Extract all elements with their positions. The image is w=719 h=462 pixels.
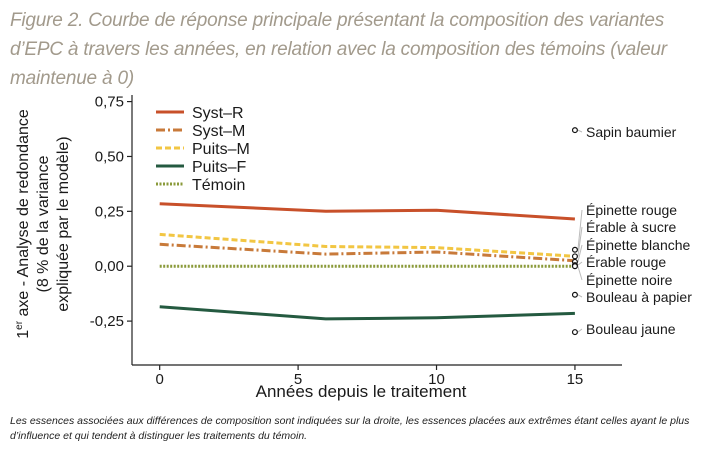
x-axis-label: Années depuis le traitement bbox=[256, 382, 467, 401]
species-leader-line bbox=[577, 209, 583, 250]
species-marker bbox=[571, 246, 578, 253]
y-tick-label: 0,25 bbox=[95, 203, 124, 220]
species-label: Bouleau jaune bbox=[586, 321, 676, 337]
species-marker bbox=[571, 291, 578, 298]
y-tick-label: 0,50 bbox=[95, 148, 124, 165]
x-tick-label: 15 bbox=[567, 371, 584, 388]
figure-caption: Figure 2. Courbe de réponse principale p… bbox=[10, 10, 667, 89]
y-tick-label: -0,25 bbox=[90, 313, 124, 330]
species-marker bbox=[571, 329, 578, 336]
species-leader-line bbox=[577, 244, 583, 262]
legend-label-puits-f: Puits–F bbox=[192, 159, 246, 176]
figure-footnote: Les essences associées aux différences d… bbox=[10, 415, 690, 442]
y-axis-label-line: (8 % de la variance bbox=[35, 155, 52, 292]
species-leader-line bbox=[577, 261, 583, 266]
x-tick-label: 0 bbox=[156, 371, 164, 388]
species-label: Épinette rouge bbox=[586, 202, 677, 218]
series-line-syst-r bbox=[159, 202, 575, 221]
y-tick-label: 0,75 bbox=[95, 94, 124, 111]
species-leader-line bbox=[577, 328, 583, 333]
species-label: Épinette blanche bbox=[586, 237, 691, 253]
species-label: Érable à sucre bbox=[586, 219, 676, 235]
series-line-syst-m bbox=[159, 242, 575, 263]
x-tick-label: 10 bbox=[428, 371, 445, 388]
y-tick-label: 0,00 bbox=[95, 258, 124, 275]
y-axis-label-line: 1er axe - Analyse de redondance bbox=[14, 109, 32, 339]
species-label: Épinette noire bbox=[586, 272, 673, 288]
species-leader-line bbox=[577, 266, 583, 281]
legend-label-syst-m: Syst–M bbox=[192, 123, 245, 140]
legend-label-syst-r: Syst–R bbox=[192, 105, 244, 122]
y-axis-label-line: expliquée par le modèle) bbox=[55, 136, 72, 311]
series-line-puits-m bbox=[159, 232, 575, 258]
species-marker bbox=[571, 127, 578, 134]
species-leader-line bbox=[577, 129, 583, 133]
species-label: Érable rouge bbox=[586, 254, 666, 270]
species-leader-line bbox=[577, 294, 583, 298]
species-leader-line bbox=[577, 226, 583, 257]
species-marker bbox=[571, 263, 578, 270]
series-line-puits-f bbox=[159, 305, 575, 321]
x-tick-label: 5 bbox=[294, 371, 302, 388]
species-label: Sapin baumier bbox=[586, 124, 677, 140]
species-marker bbox=[571, 253, 578, 260]
legend-label-puits-m: Puits–M bbox=[192, 141, 250, 158]
species-label: Bouleau à papier bbox=[586, 289, 692, 305]
legend-label-temoin: Témoin bbox=[192, 177, 245, 194]
